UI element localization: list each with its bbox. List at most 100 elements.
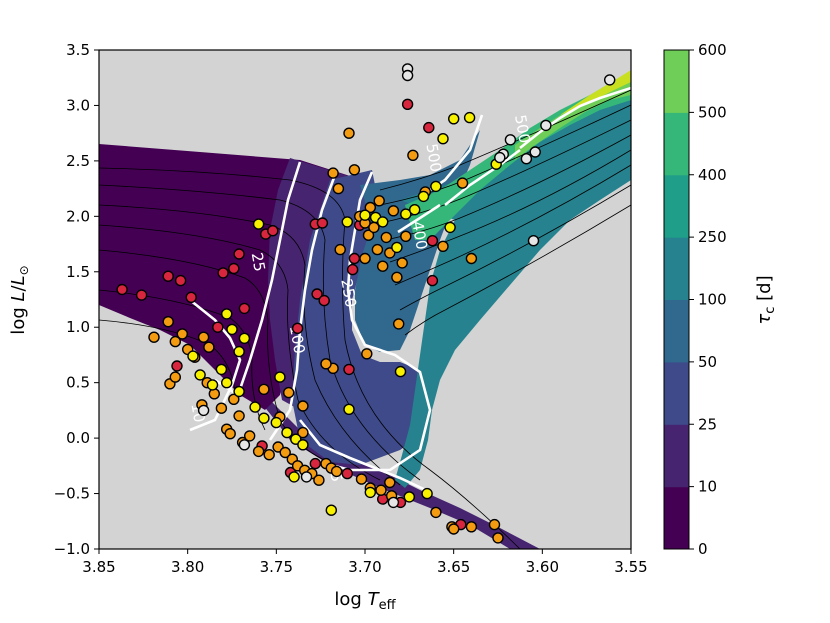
data-point: [488, 518, 501, 531]
contour-region-level-25: [292, 170, 430, 465]
data-point: [194, 369, 206, 381]
data-point: [604, 74, 616, 86]
data-point: [355, 473, 368, 485]
data-point: [258, 412, 270, 424]
x-axis: 3.85 3.80 3.75 3.70 3.65 3.60 3.55: [82, 549, 648, 576]
colorbar-band: [664, 361, 689, 425]
colorbar-tick-label: 400: [698, 166, 727, 184]
x-tick-label: 3.60: [526, 558, 559, 576]
y-tick-label: 2.0: [66, 207, 90, 225]
data-point: [409, 203, 421, 216]
contour-label: 25: [248, 251, 269, 273]
contour-map: [99, 70, 631, 549]
data-point: [529, 146, 541, 158]
data-point: [283, 386, 295, 399]
data-point: [401, 69, 414, 82]
data-point: [348, 164, 361, 176]
data-point: [403, 491, 415, 503]
data-point: [270, 416, 282, 429]
contour-label: 400: [408, 220, 431, 251]
data-point: [465, 252, 478, 265]
data-point: [343, 363, 355, 376]
y-tick-label: 1.5: [66, 263, 90, 281]
data-point: [375, 484, 387, 496]
colorbar-frame: [663, 49, 690, 550]
data-point: [504, 134, 517, 146]
data-point: [279, 446, 291, 459]
colorbar-tick-label: 50: [698, 353, 717, 371]
data-point: [380, 231, 392, 244]
data-point: [300, 471, 313, 483]
data-point: [359, 252, 371, 265]
y-axis: −1.0 −0.5 0.0 0.5 1.0 1.5 2.0 2.5 3.0 3.5: [54, 41, 99, 558]
data-point: [341, 216, 353, 228]
data-point: [281, 426, 293, 439]
data-point: [267, 224, 279, 237]
y-tick-label: 3.5: [66, 41, 90, 59]
data-point: [162, 316, 174, 328]
colorbar-band: [664, 299, 689, 363]
data-point: [492, 532, 504, 544]
colorbar-tick-label: 10: [698, 478, 717, 496]
data-point: [396, 257, 408, 269]
data-point: [400, 230, 412, 243]
colorbar-band: [664, 174, 689, 238]
data-point: [362, 229, 375, 241]
data-point: [291, 322, 304, 334]
data-point: [252, 445, 265, 458]
colorbar-band: [664, 486, 689, 550]
data-point: [228, 262, 240, 275]
data-point: [320, 358, 332, 370]
data-point: [426, 274, 439, 287]
data-point: [387, 205, 400, 217]
y-tick-label: 3.0: [66, 96, 90, 114]
data-point: [203, 341, 215, 353]
data-point: [423, 121, 435, 134]
data-point: [288, 471, 300, 483]
contour-label: 500: [422, 142, 445, 173]
colorbar-band: [664, 112, 689, 176]
data-point: [169, 371, 182, 383]
data-point: [238, 332, 251, 344]
data-point: [176, 328, 189, 340]
data-point: [394, 365, 407, 378]
x-axis-label: log Teff: [334, 589, 396, 613]
x-tick-label: 3.75: [260, 558, 293, 576]
data-point: [437, 132, 449, 145]
data-point: [384, 476, 396, 489]
y-tick-label: 0.0: [66, 429, 90, 447]
colorbar-tick-label: 25: [698, 415, 717, 433]
colorbar-tick-label: 250: [698, 228, 727, 246]
data-point: [197, 404, 210, 417]
data-point: [228, 393, 240, 405]
colorbar-band: [664, 424, 689, 488]
data-point: [169, 335, 182, 348]
data-point: [401, 98, 414, 111]
data-point: [297, 439, 309, 451]
x-tick-label: 3.85: [82, 558, 115, 576]
data-point: [174, 274, 187, 287]
data-point: [243, 430, 256, 442]
data-point: [463, 111, 476, 124]
y-tick-label: −1.0: [54, 540, 90, 558]
x-tick-label: 3.55: [614, 558, 647, 576]
y-tick-label: 2.5: [66, 152, 90, 170]
y-tick-label: 0.5: [66, 374, 90, 392]
data-point: [318, 294, 330, 307]
data-point: [346, 263, 359, 276]
data-point: [421, 487, 433, 500]
data-point: [116, 283, 128, 296]
data-point: [343, 403, 355, 415]
data-point: [343, 127, 355, 139]
data-point: [520, 152, 533, 165]
data-point: [224, 428, 236, 440]
data-point: [494, 151, 506, 164]
data-point: [327, 167, 339, 179]
data-point: [135, 289, 148, 301]
data-point: [393, 318, 405, 330]
colorbar-band: [664, 237, 689, 300]
data-point: [233, 345, 245, 358]
data-point: [252, 218, 265, 230]
x-tick-label: 3.70: [348, 558, 381, 576]
